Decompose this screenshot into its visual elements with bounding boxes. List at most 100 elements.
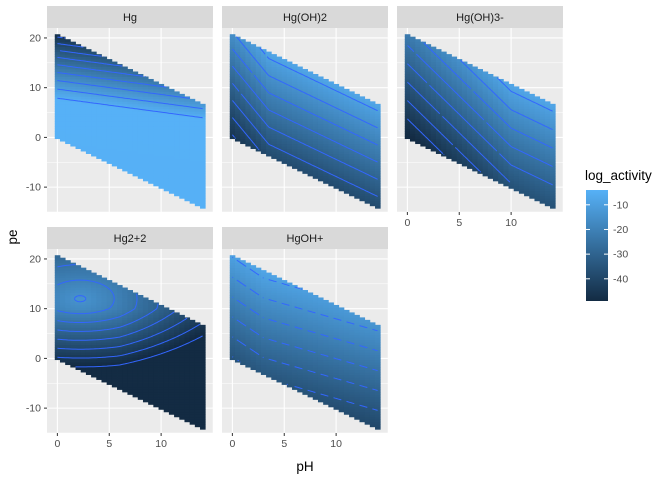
raster-cell — [153, 103, 159, 107]
raster-cell — [317, 111, 324, 115]
raster-cell — [482, 91, 489, 95]
raster-cell — [168, 190, 175, 194]
raster-cell — [456, 83, 463, 87]
raster-cell — [245, 71, 251, 75]
raster-cell — [534, 198, 541, 202]
raster-cell — [80, 359, 87, 363]
raster-cell — [65, 64, 71, 67]
raster-cell — [184, 138, 191, 142]
raster-cell — [302, 163, 308, 167]
raster-cell — [111, 111, 118, 115]
raster-cell — [117, 295, 123, 298]
raster-cell — [328, 91, 334, 95]
raster-cell — [550, 188, 556, 192]
raster-cell — [323, 91, 329, 95]
raster-cell — [163, 91, 170, 95]
raster-cell — [328, 146, 334, 149]
raster-cell — [354, 146, 360, 149]
raster-cell — [255, 106, 262, 110]
raster-cell — [271, 148, 277, 152]
raster-cell — [184, 401, 191, 405]
raster-cell — [111, 66, 118, 70]
raster-cell — [85, 367, 92, 370]
raster-cell — [425, 111, 432, 115]
raster-cell — [409, 131, 416, 135]
raster-cell — [106, 359, 113, 363]
raster-cell — [369, 195, 376, 199]
raster-cell — [354, 195, 360, 199]
raster-cell — [508, 148, 515, 152]
raster-cell — [425, 118, 432, 122]
raster-cell — [132, 344, 139, 348]
raster-cell — [472, 126, 478, 130]
raster-cell — [127, 116, 133, 120]
raster-cell — [260, 71, 267, 75]
raster-cell — [312, 156, 319, 159]
raster-cell — [132, 126, 139, 130]
raster-cell — [59, 74, 66, 77]
raster-cell — [189, 175, 196, 179]
raster-cell — [508, 128, 515, 132]
raster-cell — [168, 106, 175, 110]
raster-cell — [240, 123, 246, 127]
raster-cell — [286, 76, 293, 80]
raster-cell — [498, 133, 504, 137]
raster-cell — [492, 175, 499, 179]
raster-cell — [80, 369, 87, 373]
raster-cell — [349, 141, 355, 145]
raster-cell — [550, 190, 556, 194]
raster-cell — [59, 108, 66, 112]
raster-cell — [174, 185, 180, 189]
raster-cell — [194, 200, 201, 204]
raster-cell — [85, 275, 92, 278]
raster-cell — [65, 71, 71, 75]
raster-cell — [461, 156, 468, 159]
raster-cell — [513, 146, 520, 149]
raster-cell — [158, 138, 165, 142]
raster-cell — [354, 143, 360, 147]
raster-cell — [544, 188, 551, 192]
raster-cell — [184, 126, 191, 130]
raster-cell — [101, 123, 108, 127]
raster-cell — [91, 290, 97, 293]
raster-cell — [200, 339, 206, 343]
raster-cell — [544, 156, 551, 159]
raster-cell — [297, 143, 303, 147]
raster-cell — [482, 143, 489, 147]
raster-cell — [271, 121, 277, 125]
raster-cell — [54, 299, 61, 303]
raster-cell — [163, 101, 170, 105]
raster-cell — [59, 344, 66, 348]
raster-cell — [328, 81, 334, 85]
raster-cell — [375, 133, 381, 137]
raster-cell — [189, 200, 196, 204]
raster-cell — [59, 116, 66, 120]
raster-cell — [75, 302, 82, 306]
raster-cell — [245, 54, 251, 57]
raster-cell — [132, 317, 139, 321]
raster-cell — [179, 401, 185, 405]
raster-cell — [425, 93, 432, 97]
raster-cell — [297, 148, 303, 152]
raster-cell — [163, 317, 170, 321]
raster-cell — [194, 359, 201, 363]
raster-cell — [461, 86, 468, 90]
raster-cell — [137, 314, 144, 318]
raster-cell — [302, 168, 308, 172]
raster-cell — [168, 131, 175, 135]
raster-cell — [472, 166, 478, 169]
raster-cell — [111, 327, 118, 331]
raster-cell — [354, 190, 360, 194]
raster-cell — [255, 88, 262, 92]
raster-cell — [174, 359, 180, 363]
raster-cell — [194, 357, 201, 361]
raster-cell — [286, 61, 293, 65]
raster-cell — [127, 86, 133, 90]
raster-cell — [461, 76, 468, 80]
raster-cell — [137, 352, 144, 356]
raster-cell — [158, 175, 165, 179]
raster-cell — [323, 173, 329, 177]
raster-cell — [451, 158, 458, 162]
raster-cell — [286, 163, 293, 167]
